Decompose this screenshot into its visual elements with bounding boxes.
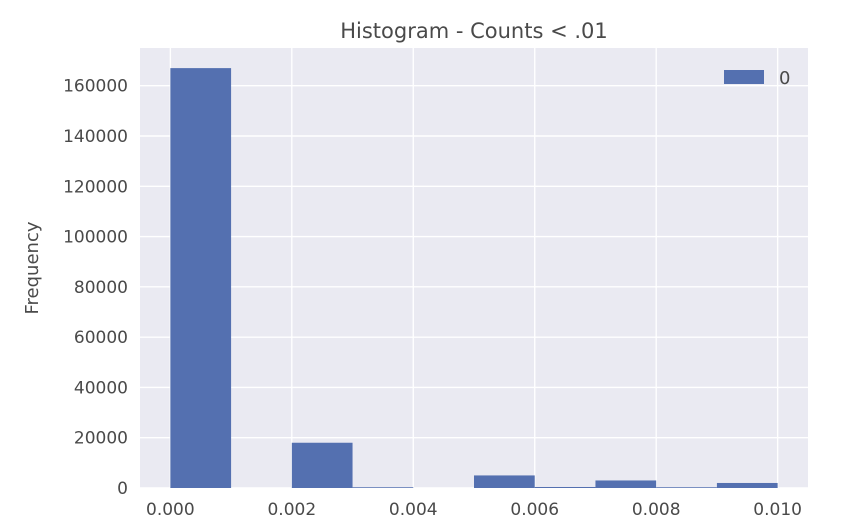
legend-swatch [724, 70, 764, 84]
histogram-bar [716, 482, 778, 488]
y-tick-label: 40000 [74, 378, 128, 398]
histogram-bar [474, 475, 535, 488]
gridlines [140, 48, 808, 489]
y-tick-label: 100000 [63, 228, 128, 248]
x-tick-label: 0.002 [267, 500, 316, 520]
histogram-bar [656, 487, 717, 488]
legend: 0 [724, 68, 790, 89]
chart-title: Histogram - Counts < .01 [340, 19, 608, 43]
bars [170, 68, 778, 488]
y-tick-label: 120000 [63, 177, 128, 197]
y-tick-label: 0 [117, 479, 128, 499]
histogram-bar [291, 442, 353, 488]
histogram-bar [352, 487, 414, 488]
y-tick-label: 80000 [74, 278, 128, 298]
x-tick-label: 0.000 [146, 500, 195, 520]
histogram-bar [170, 68, 232, 488]
plot-area [140, 48, 808, 488]
y-tick-label: 160000 [63, 77, 128, 97]
histogram-bar [595, 480, 657, 488]
y-tick-label: 20000 [74, 429, 128, 449]
x-tick-label: 0.008 [632, 500, 681, 520]
y-tick-label: 140000 [63, 127, 128, 147]
x-tick-label: 0.006 [510, 500, 559, 520]
x-tick-label: 0.004 [389, 500, 438, 520]
histogram-bar [534, 486, 596, 488]
tick-labels: 0.000 0.002 0.004 0.006 0.008 0.010 0 20000 4000… [63, 77, 802, 520]
x-tick-label: 0.010 [753, 500, 802, 520]
y-tick-label: 60000 [74, 328, 128, 348]
y-axis-title: Frequency [22, 221, 43, 314]
legend-label: 0 [779, 68, 790, 89]
